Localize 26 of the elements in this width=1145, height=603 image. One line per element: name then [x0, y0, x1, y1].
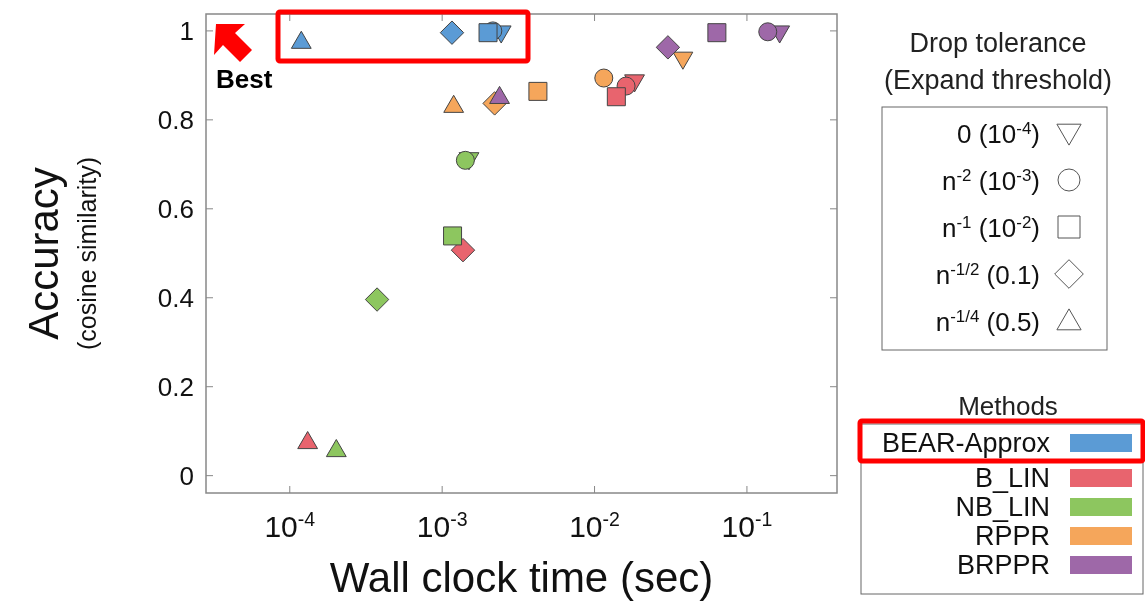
y-tick-label: 1	[179, 15, 194, 46]
text: n$^{-1/4}$ (0.5)	[935, 306, 1040, 337]
legend-label: B_LIN	[974, 463, 1050, 493]
text: n$^{-2}$ (10$^{-3}$)	[941, 165, 1040, 196]
legend-label: RPPR	[974, 521, 1050, 551]
text: 0 (10$^{-4}$)	[957, 118, 1040, 149]
text: n$^{-1/2}$ (0.1)	[935, 259, 1040, 290]
y-tick-label: 0.8	[157, 104, 194, 135]
legend-label: BEAR-Approx	[881, 428, 1051, 458]
text: n$^{-1}$ (10$^{-2}$)	[941, 212, 1040, 243]
y-tick-label: 0	[179, 460, 194, 491]
legend-label: BRPPR	[956, 550, 1050, 580]
text: (Expand threshold)	[883, 65, 1113, 95]
x-tick-label: 10$^{-2}$	[569, 508, 620, 543]
legend-label: NB_LIN	[955, 492, 1050, 522]
y-tick-label: 0.2	[157, 371, 194, 402]
x-tick-label: 10$^{-4}$	[264, 508, 316, 543]
x-axis-title: Wall clock time (sec)	[329, 554, 714, 601]
legend-title: Methods	[958, 391, 1058, 421]
text: Drop tolerance	[909, 28, 1087, 58]
x-tick-label: 10$^{-1}$	[721, 508, 773, 543]
annotation: Best	[216, 64, 273, 94]
y-axis-title: Accuracy (cosine similarity)	[20, 156, 101, 351]
y-tick-label: 0.4	[157, 282, 194, 313]
x-tick-label: 10$^{-3}$	[416, 508, 468, 543]
y-tick-label: 0.6	[157, 193, 194, 224]
